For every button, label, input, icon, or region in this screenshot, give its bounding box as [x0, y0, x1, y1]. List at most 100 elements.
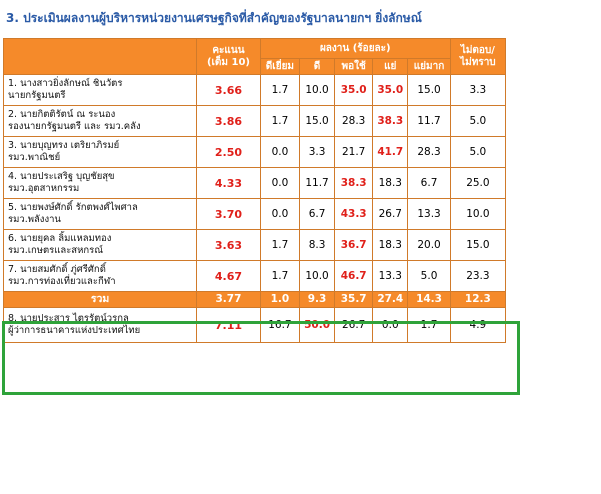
good-cell: 6.7	[299, 198, 336, 230]
fair-cell: 26.7	[334, 307, 374, 343]
total-very-poor-cell: 14.3	[407, 291, 451, 308]
person-position: รมว.อุตสาหกรรม	[8, 183, 80, 194]
good-cell: 15.0	[299, 105, 336, 137]
fair-cell: 28.3	[334, 105, 374, 137]
page-title: 3. ประเมินผลงานผู้บริหารหน่วยงานเศรษฐกิจ…	[6, 11, 422, 25]
person-name: 5. นายพงษ์ศักดิ์ รักตพงศ์ไพศาล	[8, 201, 138, 213]
good-cell: 11.7	[299, 167, 336, 199]
score-column-header: คะแนน (เต็ม 10)	[196, 38, 261, 75]
evaluation-table: คะแนน (เต็ม 10) ผลงาน (ร้อยละ) ไม่ตอบ/ ไ…	[2, 38, 507, 343]
poor-cell: 41.7	[372, 136, 409, 168]
good-cell: 10.0	[299, 74, 336, 106]
excellent-cell: 1.7	[259, 229, 301, 261]
no-answer-cell: 15.0	[449, 229, 507, 261]
poor-cell: 18.3	[372, 229, 409, 261]
poor-cell: 0.0	[372, 307, 409, 343]
person-name: 1. นางสาวยิ่งลักษณ์ ชินวัตร	[8, 77, 123, 89]
person-cell: 6. นายยุคล ลิ้มแหลมทอง รมว.เกษตรและสหกรณ์	[2, 229, 198, 261]
no-answer-cell: 23.3	[449, 260, 507, 292]
highlight-box	[2, 321, 520, 395]
score-cell: 4.67	[196, 260, 261, 292]
fair-cell: 21.7	[334, 136, 374, 168]
score-cell: 3.66	[196, 74, 261, 106]
person-cell: 5. นายพงษ์ศักดิ์ รักตพงศ์ไพศาล รมว.พลังงา…	[2, 198, 198, 230]
excellent-cell: 1.7	[259, 74, 301, 106]
excellent-cell: 16.7	[259, 307, 301, 343]
header-fair: พอใช้	[334, 58, 374, 75]
total-label: รวม	[2, 291, 198, 308]
table-row: 2. นายกิตติรัตน์ ณ ระนอง รองนายกรัฐมนตรี …	[2, 105, 507, 137]
excellent-cell: 1.7	[259, 105, 301, 137]
poor-cell: 35.0	[372, 74, 409, 106]
header-excellent: ดีเยี่ยม	[259, 58, 301, 75]
good-cell: 8.3	[299, 229, 336, 261]
fair-cell: 43.3	[334, 198, 374, 230]
excellent-cell: 1.7	[259, 260, 301, 292]
person-position: รมว.การท่องเที่ยวและกีฬา	[8, 276, 116, 287]
person-cell: 7. นายสมศักดิ์ ภู่ศรีศักดิ์ รมว.การท่องเท…	[2, 260, 198, 292]
total-no-answer-cell: 12.3	[449, 291, 507, 308]
person-position: รองนายกรัฐมนตรี และ รมว.คลัง	[8, 121, 141, 132]
person-cell: 2. นายกิตติรัตน์ ณ ระนอง รองนายกรัฐมนตรี …	[2, 105, 198, 137]
very-poor-cell: 11.7	[407, 105, 451, 137]
total-good-cell: 9.3	[299, 291, 336, 308]
very-poor-cell: 28.3	[407, 136, 451, 168]
header-very-poor: แย่มาก	[407, 58, 451, 75]
fair-cell: 46.7	[334, 260, 374, 292]
table-row: 3. นายบุญทรง เตริยาภิรมย์ รมว.พาณิชย์ 2.5…	[2, 136, 507, 168]
person-name: 3. นายบุญทรง เตริยาภิรมย์	[8, 139, 120, 151]
person-cell: 8. นายประสาร ไตรรัตน์วรกุล ผู้ว่าการธนาคา…	[2, 307, 198, 343]
total-excellent-cell: 1.0	[259, 291, 301, 308]
no-answer-cell: 5.0	[449, 105, 507, 137]
table-row-governor: 8. นายประสาร ไตรรัตน์วรกุล ผู้ว่าการธนาคา…	[2, 307, 507, 343]
no-answer-cell: 4.9	[449, 307, 507, 343]
total-score-cell: 3.77	[196, 291, 261, 308]
fair-cell: 36.7	[334, 229, 374, 261]
header-good: ดี	[299, 58, 336, 75]
person-position: รมว.พาณิชย์	[8, 152, 61, 163]
score-header-sublabel: (เต็ม 10)	[206, 56, 250, 68]
excellent-cell: 0.0	[259, 136, 301, 168]
score-cell: 2.50	[196, 136, 261, 168]
poor-cell: 18.3	[372, 167, 409, 199]
total-poor-cell: 27.4	[372, 291, 409, 308]
poor-cell: 26.7	[372, 198, 409, 230]
person-name: 6. นายยุคล ลิ้มแหลมทอง	[8, 232, 112, 244]
person-name: 2. นายกิตติรัตน์ ณ ระนอง	[8, 108, 116, 120]
person-cell: 4. นายประเสริฐ บุญชัยสุข รมว.อุตสาหกรรม	[2, 167, 198, 199]
good-cell: 10.0	[299, 260, 336, 292]
person-cell: 1. นางสาวยิ่งลักษณ์ ชินวัตร นายกรัฐมนตรี	[2, 74, 198, 106]
performance-column-header: ผลงาน (ร้อยละ)	[259, 38, 451, 59]
table-row: 5. นายพงษ์ศักดิ์ รักตพงศ์ไพศาล รมว.พลังงา…	[2, 198, 507, 230]
poor-cell: 38.3	[372, 105, 409, 137]
no-answer-column-header: ไม่ตอบ/ ไม่ทราบ	[449, 38, 507, 75]
person-position: นายกรัฐมนตรี	[8, 90, 66, 101]
name-column-header	[2, 38, 198, 75]
total-row: รวม 3.77 1.0 9.3 35.7 27.4 14.3 12.3	[2, 291, 507, 308]
table-row: 7. นายสมศักดิ์ ภู่ศรีศักดิ์ รมว.การท่องเท…	[2, 260, 507, 292]
fair-cell: 35.0	[334, 74, 374, 106]
score-header-label: คะแนน	[212, 45, 245, 56]
fair-cell: 38.3	[334, 167, 374, 199]
person-name: 8. นายประสาร ไตรรัตน์วรกุล	[8, 312, 129, 324]
score-cell: 3.63	[196, 229, 261, 261]
good-cell: 3.3	[299, 136, 336, 168]
no-answer-cell: 10.0	[449, 198, 507, 230]
person-name: 4. นายประเสริฐ บุญชัยสุข	[8, 170, 115, 182]
table-row: 4. นายประเสริฐ บุญชัยสุข รมว.อุตสาหกรรม 4…	[2, 167, 507, 199]
person-position: รมว.เกษตรและสหกรณ์	[8, 245, 104, 256]
no-answer-cell: 3.3	[449, 74, 507, 106]
very-poor-cell: 6.7	[407, 167, 451, 199]
table-row: 1. นางสาวยิ่งลักษณ์ ชินวัตร นายกรัฐมนตรี …	[2, 74, 507, 106]
very-poor-cell: 15.0	[407, 74, 451, 106]
person-cell: 3. นายบุญทรง เตริยาภิรมย์ รมว.พาณิชย์	[2, 136, 198, 168]
score-cell: 3.86	[196, 105, 261, 137]
no-answer-header-label: ไม่ตอบ/	[460, 45, 495, 56]
no-answer-cell: 5.0	[449, 136, 507, 168]
poor-cell: 13.3	[372, 260, 409, 292]
person-name: 7. นายสมศักดิ์ ภู่ศรีศักดิ์	[8, 263, 106, 275]
very-poor-cell: 20.0	[407, 229, 451, 261]
very-poor-cell: 5.0	[407, 260, 451, 292]
very-poor-cell: 1.7	[407, 307, 451, 343]
person-position: ผู้ว่าการธนาคารแห่งประเทศไทย	[8, 325, 141, 336]
